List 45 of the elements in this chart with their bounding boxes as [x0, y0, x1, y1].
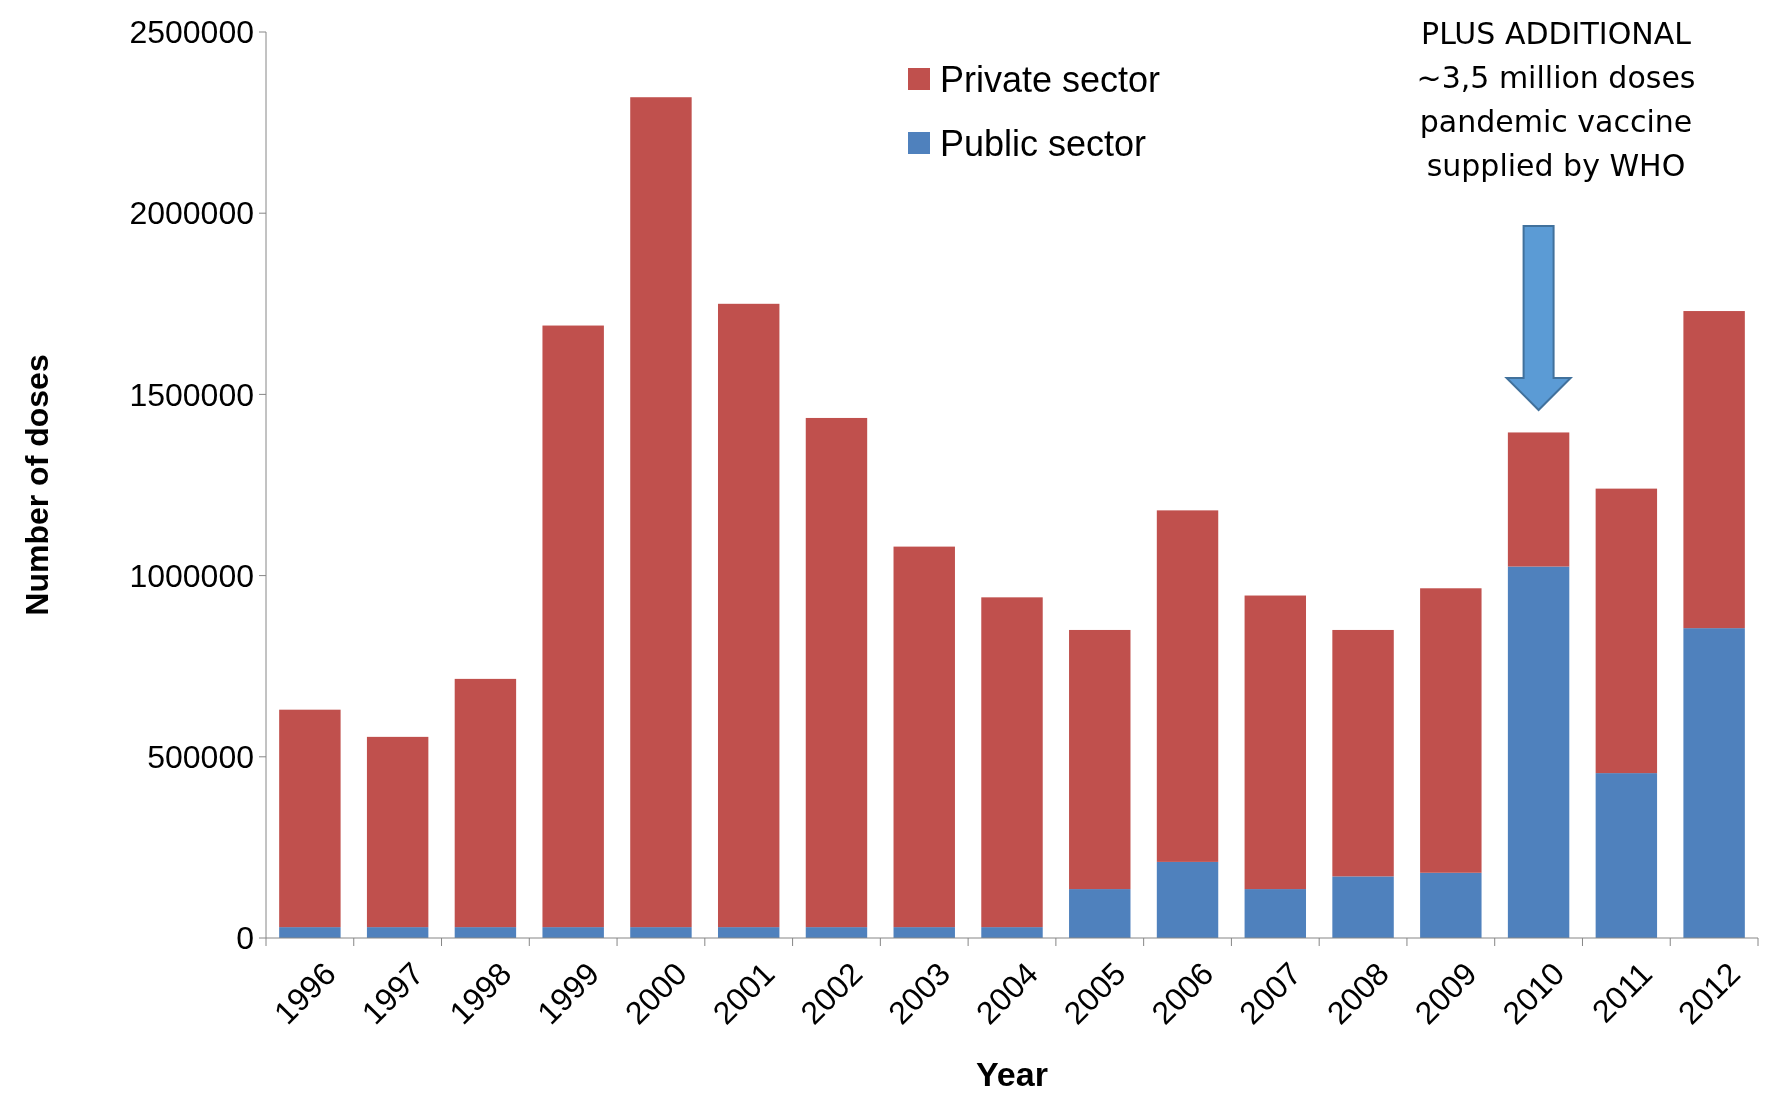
- bar: [717, 303, 780, 928]
- y-tick-label: 2500000: [129, 14, 254, 51]
- bar: [1156, 861, 1219, 938]
- bar: [893, 927, 955, 938]
- bar: [630, 927, 692, 938]
- bar: [1420, 872, 1482, 938]
- bar: [454, 678, 517, 928]
- bar: [630, 97, 692, 928]
- bar: [1156, 510, 1219, 862]
- legend-label: Public sector: [940, 122, 1147, 164]
- legend-label: Private sector: [940, 58, 1161, 100]
- bar: [1595, 488, 1658, 774]
- y-tick-label: 2000000: [129, 195, 254, 232]
- bar: [366, 736, 429, 928]
- bar: [1244, 595, 1307, 890]
- bar: [981, 927, 1043, 938]
- bar: [454, 927, 517, 938]
- bar: [279, 927, 341, 938]
- bar: [542, 927, 604, 938]
- bar: [1069, 629, 1131, 890]
- bar: [981, 597, 1043, 928]
- bar: [1595, 773, 1658, 938]
- bar: [1683, 311, 1745, 629]
- bar: [1420, 588, 1482, 873]
- bar: [1332, 629, 1394, 877]
- bar: [542, 325, 604, 928]
- bar: [805, 417, 868, 928]
- bar: [366, 927, 429, 938]
- y-tick-label: 1000000: [129, 557, 254, 594]
- bar: [717, 927, 780, 938]
- bar: [279, 709, 341, 928]
- bar: [1507, 566, 1570, 938]
- bar: [1244, 889, 1307, 938]
- bar: [805, 927, 868, 938]
- bar: [1683, 628, 1745, 938]
- y-axis-title: Number of doses: [19, 354, 55, 616]
- y-tick-label: 500000: [147, 739, 254, 775]
- annotation: PLUS ADDITIONAL ~3,5 million doses pandemic vaccine supplied by WHO: [1416, 16, 1696, 183]
- bar: [1507, 432, 1570, 567]
- bar: [1332, 876, 1394, 938]
- x-axis-title: Year: [976, 1055, 1048, 1093]
- y-tick-label: 0: [236, 920, 254, 957]
- y-tick-label: 1500000: [129, 376, 254, 413]
- bar: [893, 546, 955, 928]
- bar: [1069, 889, 1131, 938]
